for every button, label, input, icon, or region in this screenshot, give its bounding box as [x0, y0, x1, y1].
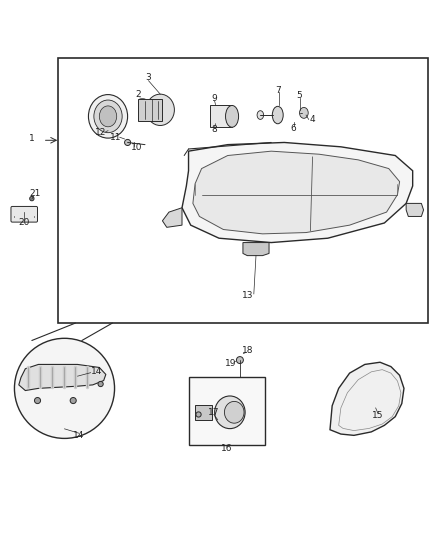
Text: 14: 14	[73, 431, 85, 440]
Text: 7: 7	[275, 86, 281, 95]
Text: 17: 17	[208, 408, 219, 417]
Text: 12: 12	[95, 128, 106, 137]
Ellipse shape	[272, 107, 283, 124]
Text: 20: 20	[18, 219, 30, 228]
Ellipse shape	[224, 401, 244, 423]
Bar	[58, 58, 428, 323]
Bar	[138, 99, 162, 120]
Ellipse shape	[99, 106, 117, 127]
Ellipse shape	[94, 100, 122, 133]
Polygon shape	[193, 151, 399, 234]
Text: 13: 13	[242, 291, 254, 300]
Circle shape	[35, 398, 41, 403]
Text: 11: 11	[110, 133, 121, 142]
Circle shape	[14, 338, 115, 439]
Text: 14: 14	[91, 367, 102, 376]
Ellipse shape	[88, 94, 127, 138]
Text: 19: 19	[225, 359, 237, 368]
Ellipse shape	[146, 94, 174, 125]
Text: 1: 1	[29, 134, 35, 143]
Text: 6: 6	[290, 124, 296, 133]
FancyBboxPatch shape	[11, 206, 38, 222]
Circle shape	[196, 412, 201, 417]
Text: 16: 16	[221, 444, 233, 453]
Polygon shape	[406, 204, 424, 216]
Circle shape	[237, 357, 244, 364]
Ellipse shape	[257, 111, 264, 119]
Bar	[188, 377, 265, 445]
Text: 5: 5	[297, 91, 302, 100]
Ellipse shape	[215, 396, 245, 429]
Polygon shape	[162, 208, 182, 228]
Circle shape	[124, 140, 131, 146]
Text: 2: 2	[136, 90, 141, 99]
Ellipse shape	[226, 106, 239, 127]
Polygon shape	[243, 243, 269, 256]
Text: 15: 15	[372, 411, 384, 420]
Text: 8: 8	[212, 125, 218, 134]
Polygon shape	[19, 365, 106, 391]
Text: 3: 3	[145, 72, 151, 82]
Circle shape	[70, 398, 76, 403]
Ellipse shape	[300, 108, 308, 118]
Text: 9: 9	[212, 94, 218, 103]
Text: 18: 18	[241, 345, 253, 354]
Text: 10: 10	[131, 143, 142, 152]
Bar	[210, 106, 232, 127]
Circle shape	[30, 197, 34, 201]
Text: 4: 4	[310, 115, 315, 124]
Polygon shape	[182, 142, 413, 243]
Bar	[195, 405, 212, 419]
Text: 21: 21	[30, 189, 41, 198]
Polygon shape	[330, 362, 404, 435]
Circle shape	[98, 382, 103, 386]
